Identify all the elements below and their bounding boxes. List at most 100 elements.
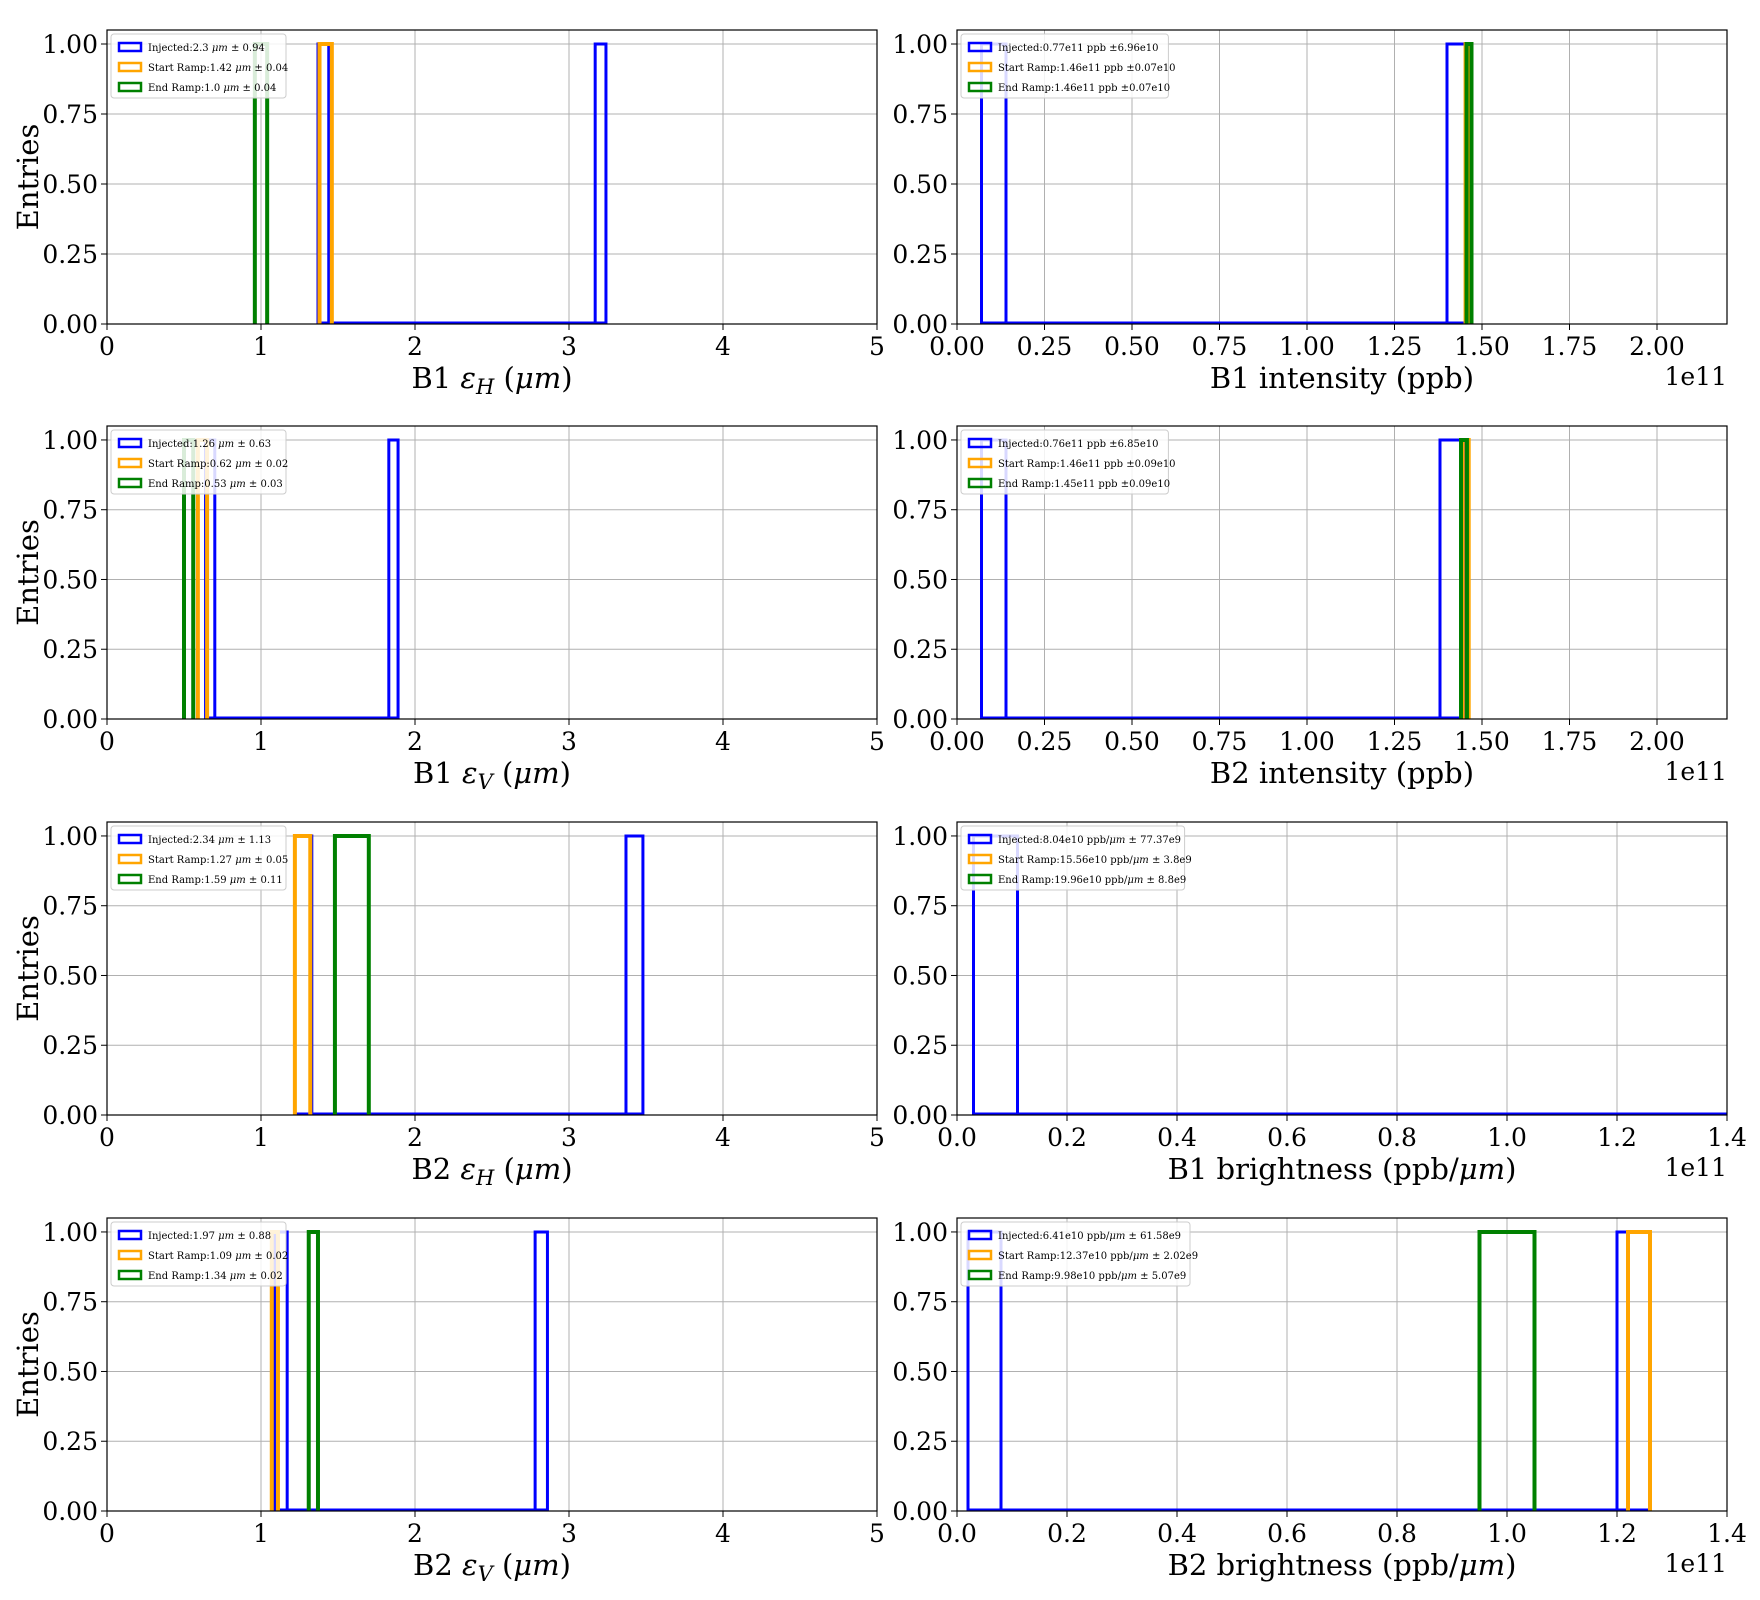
legend-entry: Injected:1.97 μm ± 0.88 (148, 1231, 271, 1242)
legend-swatch (967, 61, 993, 73)
y-tick-label: 0.75 (42, 496, 98, 525)
x-tick-label: 0.0 (937, 1519, 977, 1548)
histogram-panel-2: 0 1 2 3 4 5 0.00 0.25 0.50 0.75 1.00 B1 εV (μm) Entr… (11, 425, 885, 794)
x-tick-label: 0 (99, 332, 115, 361)
x-tick-label: 0.00 (929, 727, 985, 756)
x-tick-label: 3 (561, 332, 577, 361)
legend-swatch (117, 457, 143, 469)
x-axis-label: B2 εV (μm) (413, 1548, 571, 1586)
legend-entry: Start Ramp:1.42 μm ± 0.04 (148, 63, 288, 74)
histogram-bin (1464, 42, 1474, 324)
legend-entry: End Ramp:19.96e10 ppb/μm ± 8.8e9 (998, 875, 1186, 886)
y-tick-label: 0.50 (892, 565, 948, 594)
y-tick-label: 0.75 (892, 1288, 948, 1317)
y-tick-label: 0.75 (42, 1288, 98, 1317)
histogram-bin (332, 833, 371, 1115)
y-tick-label: 0.50 (892, 961, 948, 990)
x-tick-label: 0.75 (1192, 727, 1248, 756)
histogram-bin (533, 1230, 549, 1511)
legend-entry: End Ramp:1.34 μm ± 0.02 (148, 1271, 283, 1282)
y-tick-label: 1.00 (892, 30, 948, 59)
x-tick-label: 1.00 (1279, 332, 1335, 361)
series-end-ramp (332, 833, 371, 1115)
x-tick-label: 0.6 (1267, 1519, 1307, 1548)
x-axis-label: B1 εV (μm) (413, 756, 571, 794)
legend-frame (960, 1221, 1191, 1287)
x-tick-label: 1.50 (1454, 727, 1510, 756)
y-tick-label: 0.25 (42, 1031, 98, 1060)
series-start-ramp (317, 42, 334, 324)
x-offset-label: 1e11 (1664, 362, 1727, 391)
x-tick-label: 1 (253, 332, 269, 361)
y-tick-label: 0.00 (892, 1497, 948, 1526)
x-tick-label: 1.0 (1487, 1519, 1527, 1548)
axes-frame (956, 29, 1728, 325)
y-tick-label: 0.25 (42, 240, 98, 269)
x-tick-label: 5 (869, 1519, 885, 1548)
x-tick-label: 1.50 (1454, 332, 1510, 361)
x-tick-label: 1.0 (1487, 1123, 1527, 1152)
y-tick-label: 0.00 (42, 1101, 98, 1130)
x-tick-label: 0 (99, 727, 115, 756)
legend-swatch (967, 81, 993, 93)
y-tick-label: 1.00 (892, 426, 948, 455)
x-tick-label: 1.75 (1542, 727, 1598, 756)
y-tick-label: 0.50 (892, 1357, 948, 1386)
axes-frame (106, 29, 878, 325)
series-end-ramp (1464, 42, 1474, 324)
x-offset-label: 1e11 (1664, 1549, 1727, 1578)
x-tick-label: 4 (715, 332, 731, 361)
legend-entry: Start Ramp:1.46e11 ppb ±0.09e10 (998, 459, 1176, 470)
legend-swatch (967, 1229, 993, 1241)
x-tick-label: 4 (715, 1123, 731, 1152)
histogram-panel-5: 0.0 0.2 0.4 0.6 0.8 1.0 1.2 1.4 0.00 0.25 0.50 0.75… (892, 821, 1747, 1186)
x-axis-label: B2 intensity (ppb) (1210, 756, 1474, 790)
x-tick-label: 1.25 (1367, 332, 1423, 361)
legend-entry: Start Ramp:0.62 μm ± 0.02 (148, 459, 288, 470)
y-tick-label: 0.00 (42, 705, 98, 734)
x-tick-label: 1.2 (1597, 1123, 1637, 1152)
legend: Injected:1.97 μm ± 0.88 Start Ramp:1.09 μ… (110, 1221, 288, 1287)
histogram-bin (292, 833, 313, 1115)
legend-entry: Start Ramp:1.27 μm ± 0.05 (148, 855, 288, 866)
x-tick-label: 0.00 (929, 332, 985, 361)
legend-swatch (967, 41, 993, 53)
y-tick-label: 1.00 (892, 1218, 948, 1247)
legend-frame (110, 1221, 287, 1287)
y-tick-label: 1.00 (42, 426, 98, 455)
y-tick-label: 1.00 (42, 30, 98, 59)
y-tick-label: 0.25 (892, 1031, 948, 1060)
x-axis-label: B1 intensity (ppb) (1210, 361, 1474, 395)
y-tick-label: 0.25 (892, 635, 948, 664)
histogram-panel-3: 0.00 0.25 0.50 0.75 1.00 1.25 1.50 1.75 2.00 0.00… (892, 425, 1728, 790)
legend-entry: End Ramp:1.0 μm ± 0.04 (148, 83, 276, 94)
legend-swatch (117, 437, 143, 449)
x-tick-label: 3 (561, 727, 577, 756)
y-tick-label: 0.25 (892, 240, 948, 269)
x-tick-label: 0.4 (1157, 1123, 1197, 1152)
y-tick-label: 0.25 (42, 635, 98, 664)
x-tick-label: 3 (561, 1519, 577, 1548)
legend-entry: Start Ramp:15.56e10 ppb/μm ± 3.8e9 (998, 855, 1192, 866)
x-tick-label: 0.75 (1192, 332, 1248, 361)
histogram-bin (317, 42, 334, 324)
histogram-bin (306, 1229, 320, 1511)
y-tick-label: 0.00 (892, 705, 948, 734)
x-tick-label: 0.4 (1157, 1519, 1197, 1548)
y-tick-label: 0.75 (42, 892, 98, 921)
legend-swatch (117, 81, 143, 93)
x-tick-label: 1 (253, 1123, 269, 1152)
legend: Injected:1.26 μm ± 0.63 Start Ramp:0.62 μ… (110, 429, 288, 495)
legend-swatch (117, 61, 143, 73)
x-tick-label: 5 (869, 332, 885, 361)
legend: Injected:6.41e10 ppb/μm ± 61.58e9 Start R… (960, 1221, 1198, 1287)
legend-entry: Injected:0.77e11 ppb ±6.96e10 (998, 43, 1158, 54)
legend-entry: Injected:0.76e11 ppb ±6.85e10 (998, 439, 1158, 450)
y-tick-label: 1.00 (42, 1218, 98, 1247)
y-tick-label: 0.25 (892, 1427, 948, 1456)
legend-swatch (117, 873, 143, 885)
legend-swatch (967, 477, 993, 489)
y-tick-label: 0.75 (892, 496, 948, 525)
legend-entry: Injected:2.3 μm ± 0.94 (148, 43, 265, 54)
x-tick-label: 1 (253, 1519, 269, 1548)
